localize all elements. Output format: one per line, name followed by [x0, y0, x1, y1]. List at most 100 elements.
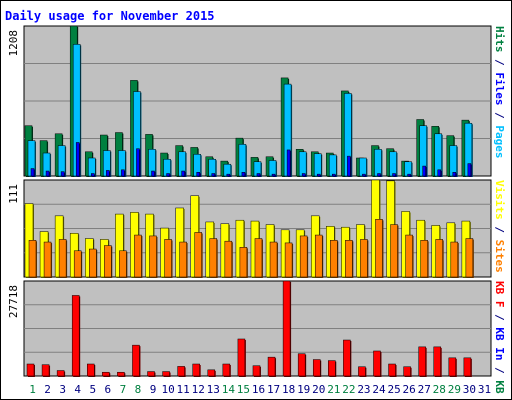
kbf-bar	[328, 360, 336, 377]
kbf-bar	[403, 366, 411, 377]
legend-entry: /	[493, 53, 506, 73]
day-label: 18	[282, 383, 295, 396]
pages-bar	[347, 155, 351, 177]
day-label: 4	[74, 383, 81, 396]
kbf-bar	[463, 357, 472, 377]
sites-bar	[179, 241, 187, 278]
pages-bar	[392, 173, 396, 177]
sites-bar	[269, 241, 278, 278]
legend-entry: Sites	[493, 240, 506, 273]
pages-bar	[422, 165, 426, 177]
sites-bar	[405, 234, 413, 278]
sites-bar	[465, 238, 474, 278]
files-bar	[374, 149, 382, 177]
day-label: 11	[177, 383, 190, 396]
legend-entry: Pages	[493, 125, 506, 158]
middle-series-legend: Visits / Sites	[493, 180, 506, 273]
sites-bar	[104, 245, 112, 278]
day-label: 16	[252, 383, 265, 396]
day-label: 26	[403, 383, 416, 396]
pages-bar	[226, 173, 231, 177]
sites-bar	[43, 241, 52, 278]
kbf-bar	[132, 344, 140, 377]
kbf-bar	[252, 365, 261, 377]
chart-title: Daily usage for November 2015	[5, 9, 215, 23]
legend-entry: Hits	[493, 26, 506, 53]
sites-bar	[58, 239, 67, 278]
day-label: 15	[237, 383, 250, 396]
legend-entry: /	[493, 220, 506, 240]
pages-bar	[362, 173, 366, 177]
pages-bar	[106, 170, 110, 177]
sites-bar	[224, 240, 233, 278]
sites-bar	[299, 235, 308, 278]
pages-bar	[241, 172, 246, 177]
sites-bar	[28, 240, 37, 278]
pages-bar	[467, 163, 472, 177]
day-label: 25	[387, 383, 400, 396]
middle-ymax-label: 111	[7, 184, 20, 204]
kbf-bar	[312, 359, 321, 377]
pages-bar	[407, 173, 411, 177]
kbf-bar	[297, 353, 306, 377]
sites-bar	[239, 247, 248, 278]
pages-bar	[256, 173, 261, 177]
sites-bar	[435, 239, 443, 278]
sites-bar	[390, 224, 398, 278]
day-label: 6	[105, 383, 112, 396]
pages-bar	[30, 168, 35, 177]
sites-bar	[284, 242, 293, 278]
pages-bar	[332, 173, 336, 177]
kbf-bar	[207, 369, 216, 377]
day-label: 8	[135, 383, 142, 396]
sites-bar	[134, 234, 142, 278]
files-bar	[404, 161, 412, 177]
sites-bar	[375, 219, 383, 278]
legend-entry: Visits	[493, 180, 506, 220]
sites-bar	[450, 241, 459, 278]
files-bar	[313, 153, 322, 177]
kbf-bar	[418, 346, 426, 377]
kbf-bar	[282, 280, 291, 377]
day-label: 5	[89, 383, 96, 396]
pages-bar	[452, 172, 457, 177]
day-label: 10	[161, 383, 174, 396]
legend-entry: KB F	[493, 281, 506, 308]
pages-bar	[271, 173, 276, 177]
files-bar	[389, 151, 397, 177]
pages-bar	[196, 172, 200, 177]
sites-bar	[330, 240, 338, 278]
day-label: 28	[433, 383, 446, 396]
sites-bar	[73, 250, 82, 278]
sites-bar	[360, 239, 368, 278]
day-label: 24	[372, 383, 386, 396]
kbf-bar	[343, 339, 351, 377]
legend-entry: KB In	[493, 327, 506, 360]
day-label: 23	[357, 383, 370, 396]
sites-bar	[149, 235, 157, 278]
kbf-bar	[87, 363, 95, 377]
day-label: 21	[327, 383, 340, 396]
pages-bar	[286, 149, 291, 177]
pages-bar	[91, 173, 95, 177]
files-bar	[329, 154, 337, 177]
pages-bar	[60, 171, 65, 177]
day-label: 2	[44, 383, 51, 396]
pages-bar	[45, 170, 50, 177]
sites-bar	[194, 232, 202, 278]
kbf-bar	[192, 363, 200, 377]
day-label: 20	[312, 383, 325, 396]
kbf-bar	[448, 357, 457, 377]
sites-bar	[119, 250, 127, 278]
pages-bar	[316, 173, 321, 177]
sites-bar	[89, 248, 97, 278]
day-label: 29	[448, 383, 461, 396]
day-label: 17	[267, 383, 280, 396]
day-label: 1	[29, 383, 36, 396]
pages-bar	[437, 169, 441, 177]
sites-bar	[420, 240, 428, 278]
kbf-bar	[162, 371, 170, 377]
day-label: 7	[120, 383, 127, 396]
files-bar	[298, 151, 307, 177]
